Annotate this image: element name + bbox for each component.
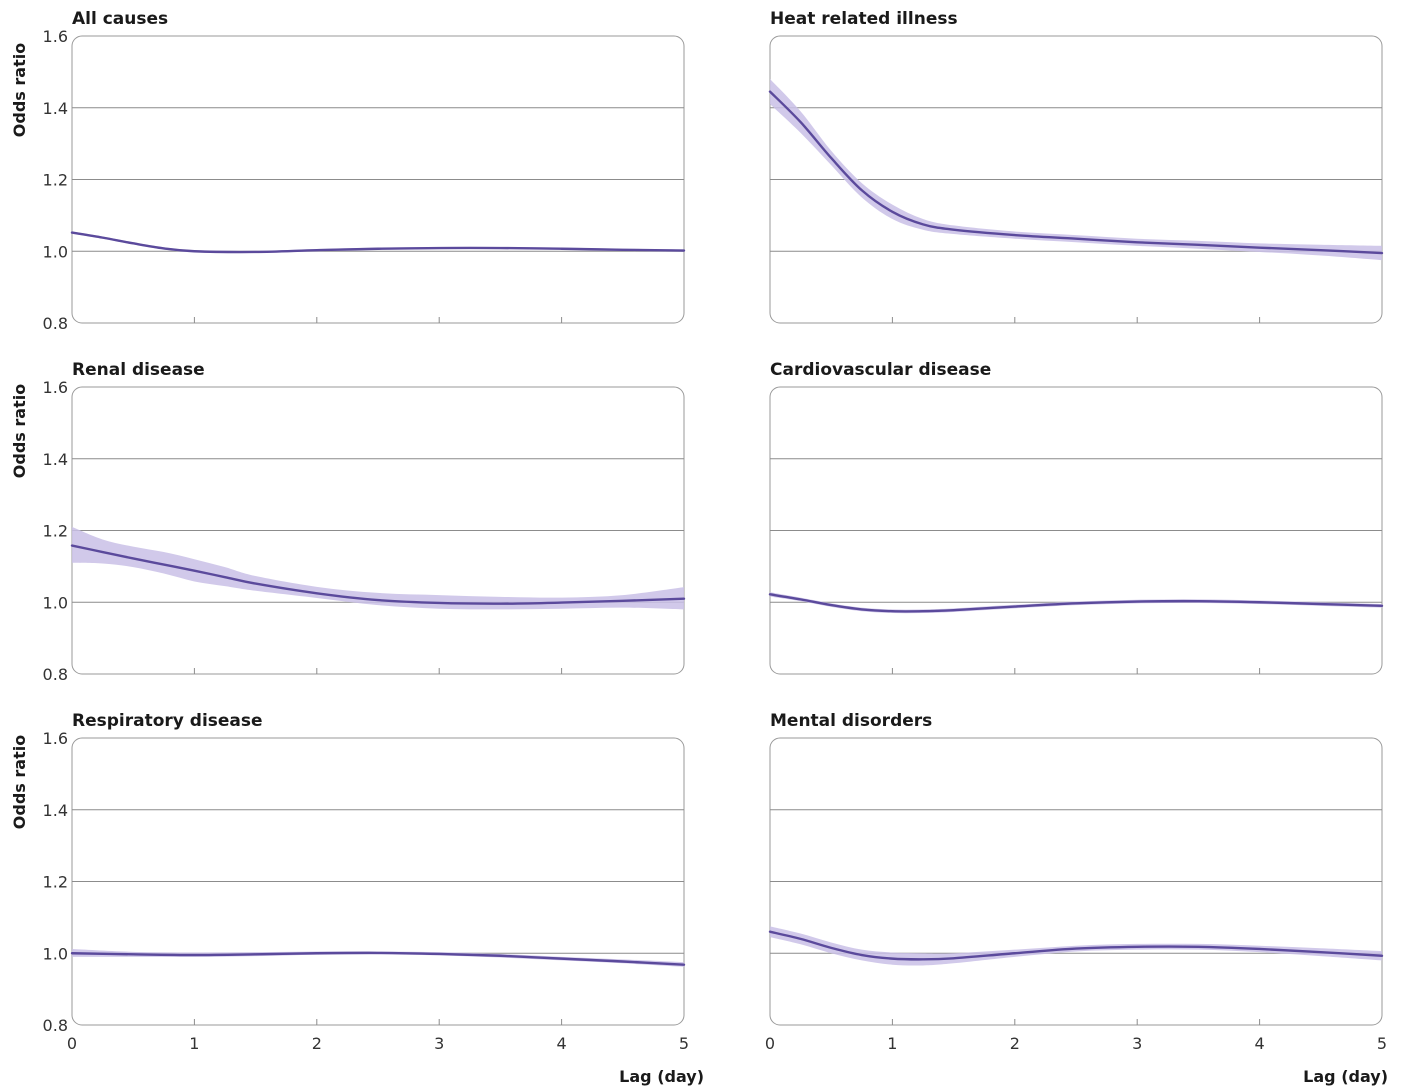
x-tick-label: 5 bbox=[679, 1034, 689, 1053]
plot-area bbox=[768, 35, 1384, 324]
panel-cardiovascular-disease: Cardiovascular disease bbox=[768, 360, 1384, 675]
panel-renal-disease: Renal disease 0.8 1.0 1.2 1.4 1.6 bbox=[43, 360, 686, 684]
panel-respiratory-disease: Respiratory disease 0.8 1.0 1.2 1.4 1.6 0 1 2 3 4… bbox=[43, 711, 690, 1053]
y-axis-label-row2: Odds ratio bbox=[10, 384, 29, 478]
series-line bbox=[768, 593, 1384, 613]
y-tick-label: 1.6 bbox=[43, 378, 68, 397]
x-axis-label-right: Lag (day) bbox=[1303, 1067, 1388, 1086]
x-tick-label: 2 bbox=[1010, 1034, 1020, 1053]
x-tick-label: 3 bbox=[1132, 1034, 1142, 1053]
y-tick-label: 0.8 bbox=[43, 314, 68, 333]
series-line bbox=[768, 90, 1384, 255]
panel-title: Respiratory disease bbox=[72, 711, 263, 731]
panel-title: Renal disease bbox=[72, 360, 205, 380]
series-line bbox=[70, 951, 686, 966]
series-line bbox=[768, 930, 1384, 961]
y-tick-label: 1.6 bbox=[43, 27, 68, 46]
y-tick-label: 1.2 bbox=[43, 522, 68, 541]
x-tick-label: 0 bbox=[765, 1034, 775, 1053]
plot-area: 0 1 2 3 4 5 bbox=[765, 737, 1387, 1053]
y-axis-label-row3: Odds ratio bbox=[10, 735, 29, 829]
y-tick-label: 1.0 bbox=[43, 944, 68, 963]
plot-area: 0.8 1.0 1.2 1.4 1.6 bbox=[43, 27, 686, 333]
panel-mental-disorders: Mental disorders 0 1 2 3 4 5 bbox=[765, 711, 1387, 1053]
plot-area: 0.8 1.0 1.2 1.4 1.6 0 1 2 3 4 5 bbox=[43, 729, 690, 1053]
y-tick-label: 1.4 bbox=[43, 801, 68, 820]
plot-area bbox=[768, 386, 1384, 675]
panel-title: Cardiovascular disease bbox=[770, 360, 991, 380]
x-tick-label: 4 bbox=[557, 1034, 567, 1053]
confidence-band bbox=[72, 948, 684, 967]
y-tick-label: 1.4 bbox=[43, 450, 68, 469]
y-tick-label: 1.0 bbox=[43, 242, 68, 261]
series-line bbox=[70, 231, 686, 254]
y-tick-label: 1.2 bbox=[43, 873, 68, 892]
x-tick-label: 4 bbox=[1255, 1034, 1265, 1053]
series-line bbox=[70, 544, 686, 605]
confidence-band bbox=[72, 526, 684, 610]
panel-heat-related-illness: Heat related illness bbox=[768, 9, 1384, 324]
y-axis-label-row1: Odds ratio bbox=[10, 43, 29, 137]
panel-title: Mental disorders bbox=[770, 711, 932, 731]
x-tick-label: 1 bbox=[189, 1034, 199, 1053]
panel-title: Heat related illness bbox=[770, 9, 958, 29]
y-tick-label: 1.0 bbox=[43, 593, 68, 612]
x-tick-label: 3 bbox=[434, 1034, 444, 1053]
x-tick-label: 0 bbox=[67, 1034, 77, 1053]
x-tick-label: 5 bbox=[1377, 1034, 1387, 1053]
y-tick-label: 0.8 bbox=[43, 1016, 68, 1035]
x-tick-label: 1 bbox=[887, 1034, 897, 1053]
panel-title: All causes bbox=[72, 9, 168, 29]
plot-area: 0.8 1.0 1.2 1.4 1.6 bbox=[43, 378, 686, 684]
y-tick-label: 1.2 bbox=[43, 171, 68, 190]
panel-all-causes: All causes 0.8 1.0 1.2 1.4 1.6 bbox=[43, 9, 686, 333]
x-axis-label-left: Lag (day) bbox=[619, 1067, 704, 1086]
y-tick-label: 1.6 bbox=[43, 729, 68, 748]
confidence-band bbox=[770, 79, 1382, 261]
x-tick-label: 2 bbox=[312, 1034, 322, 1053]
y-tick-label: 0.8 bbox=[43, 665, 68, 684]
confidence-band bbox=[770, 926, 1382, 966]
y-tick-label: 1.4 bbox=[43, 99, 68, 118]
